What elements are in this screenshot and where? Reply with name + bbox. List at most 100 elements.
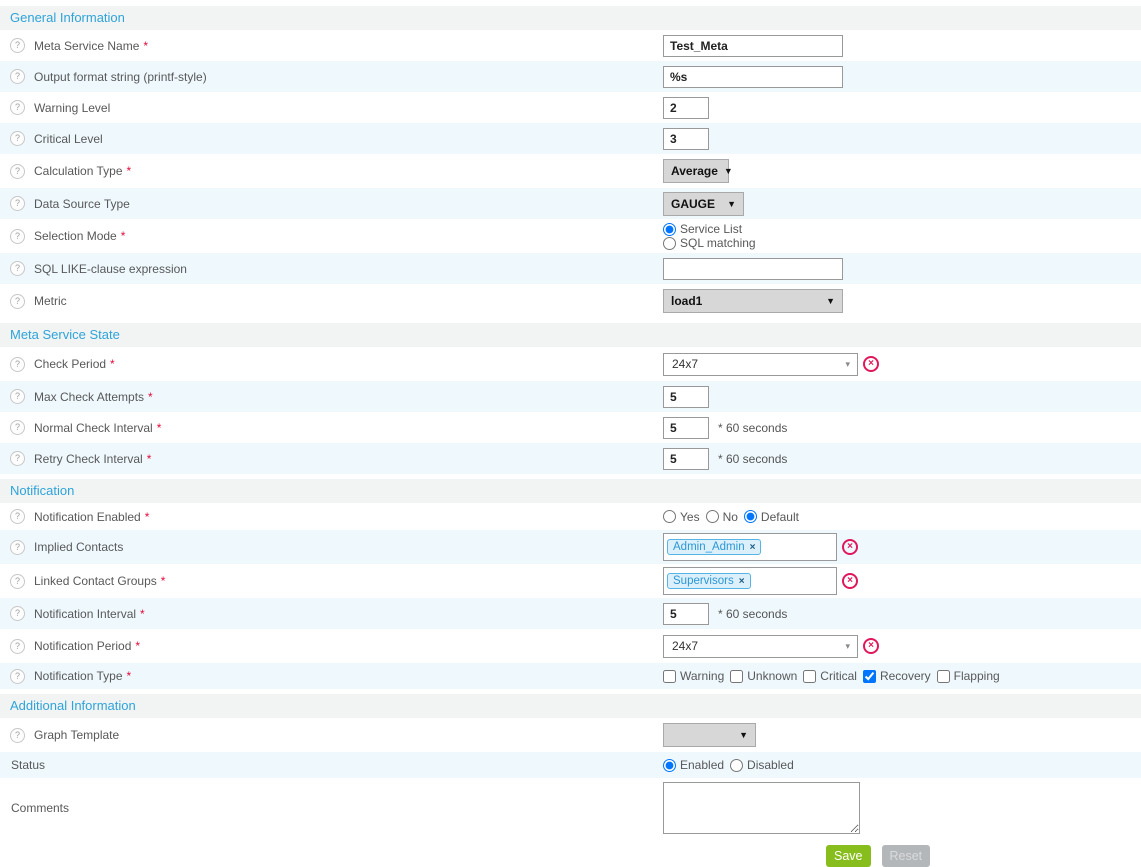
notification-period-select[interactable]: 24x7 ▾ <box>663 634 858 658</box>
chip-remove-icon[interactable]: × <box>749 541 756 553</box>
notification-interval-input[interactable] <box>663 602 709 625</box>
selected-value: Average <box>671 164 718 178</box>
row-notification-period: ? Notification Period * 24x7 ▾ × <box>0 629 1141 663</box>
check-period-select[interactable]: 24x7 ▾ <box>663 352 858 376</box>
field-label: Linked Contact Groups <box>34 574 157 588</box>
implied-contacts-input[interactable]: Admin_Admin × <box>663 533 837 561</box>
help-icon[interactable]: ? <box>10 293 25 309</box>
warning-level-input[interactable] <box>663 96 709 119</box>
row-metric: ? Metric load1 ▼ <box>0 284 1141 318</box>
selected-value: GAUGE <box>671 196 716 211</box>
help-icon[interactable]: ? <box>10 606 25 621</box>
warning-checkbox[interactable] <box>663 669 676 683</box>
checkbox-critical[interactable]: Critical <box>803 669 857 683</box>
row-max-check-attempts: ? Max Check Attempts * <box>0 381 1141 412</box>
metric-select[interactable]: load1 ▼ <box>663 289 843 313</box>
radio-yes[interactable]: Yes <box>663 510 700 524</box>
radio-default[interactable]: Default <box>743 510 799 524</box>
help-icon[interactable]: ? <box>10 451 25 466</box>
field-label: Notification Enabled <box>34 509 141 524</box>
help-icon[interactable]: ? <box>10 509 25 524</box>
clear-implied-contacts-icon[interactable]: × <box>842 539 858 555</box>
caret-down-icon: ▾ <box>845 640 850 651</box>
radio-disabled[interactable]: Disabled <box>730 758 794 772</box>
seconds-suffix: * 60 seconds <box>718 606 788 621</box>
enabled-radio[interactable] <box>663 758 676 772</box>
clear-check-period-icon[interactable]: × <box>863 356 879 372</box>
help-icon[interactable]: ? <box>10 38 25 53</box>
help-icon[interactable]: ? <box>10 100 25 115</box>
meta-service-name-input[interactable] <box>663 34 843 57</box>
critical-checkbox[interactable] <box>803 669 817 683</box>
flapping-checkbox[interactable] <box>936 669 950 683</box>
help-icon[interactable]: ? <box>10 228 25 244</box>
contact-group-tag: Supervisors × <box>667 573 751 589</box>
clear-contact-groups-icon[interactable]: × <box>842 573 858 589</box>
sql-matching-radio[interactable] <box>663 236 676 250</box>
checkbox-unknown[interactable]: Unknown <box>730 669 797 683</box>
radio-sql-matching[interactable]: SQL matching <box>663 236 756 250</box>
row-retry-check-interval: ? Retry Check Interval * * 60 seconds <box>0 443 1141 474</box>
unknown-checkbox[interactable] <box>730 669 744 683</box>
help-icon[interactable]: ? <box>10 163 25 179</box>
radio-service-list[interactable]: Service List <box>663 222 742 236</box>
help-icon[interactable]: ? <box>10 668 25 684</box>
help-icon[interactable]: ? <box>10 261 25 276</box>
required-marker: * <box>156 420 162 435</box>
caret-down-icon: ▾ <box>845 358 850 369</box>
required-marker: * <box>110 357 115 371</box>
no-radio[interactable] <box>705 510 719 523</box>
sql-like-input[interactable] <box>663 257 843 280</box>
help-icon[interactable]: ? <box>10 69 25 84</box>
data-source-type-select[interactable]: GAUGE ▼ <box>663 191 744 216</box>
row-warning-level: ? Warning Level <box>0 92 1141 123</box>
help-icon[interactable]: ? <box>10 420 25 435</box>
section-header-notification: Notification <box>0 479 1141 503</box>
recovery-checkbox[interactable] <box>862 669 876 683</box>
help-icon[interactable]: ? <box>10 389 25 404</box>
checkbox-flapping[interactable]: Flapping <box>936 669 1000 683</box>
field-label: Metric <box>34 294 67 308</box>
service-list-radio[interactable] <box>663 222 676 236</box>
row-output-format: ? Output format string (printf-style) <box>0 61 1141 92</box>
help-icon[interactable]: ? <box>10 638 25 654</box>
save-button[interactable]: Save <box>826 845 871 867</box>
retry-check-interval-input[interactable] <box>663 447 709 470</box>
row-calculation-type: ? Calculation Type * Average ▼ <box>0 154 1141 188</box>
radio-no[interactable]: No <box>705 510 738 524</box>
selected-value: load1 <box>671 294 703 308</box>
field-label: Normal Check Interval <box>34 420 153 435</box>
field-label: Notification Period <box>34 639 132 653</box>
checkbox-warning[interactable]: Warning <box>663 669 724 683</box>
selected-value: 24x7 <box>672 357 699 371</box>
chip-remove-icon[interactable]: × <box>738 575 745 587</box>
linked-contact-groups-input[interactable]: Supervisors × <box>663 567 837 595</box>
max-check-attempts-input[interactable] <box>663 385 709 408</box>
help-icon[interactable]: ? <box>10 356 25 372</box>
help-icon[interactable]: ? <box>10 196 25 211</box>
comments-textarea[interactable] <box>663 782 860 834</box>
field-label: Output format string (printf-style) <box>34 69 207 84</box>
help-icon[interactable]: ? <box>10 573 25 589</box>
clear-notification-period-icon[interactable]: × <box>863 638 879 654</box>
normal-check-interval-input[interactable] <box>663 416 709 439</box>
field-label: Notification Type <box>34 669 123 683</box>
field-label: Meta Service Name <box>34 38 140 53</box>
row-notification-enabled: ? Notification Enabled * Yes No Default <box>0 503 1141 530</box>
help-icon[interactable]: ? <box>10 131 25 146</box>
radio-enabled[interactable]: Enabled <box>663 758 724 772</box>
row-implied-contacts: ? Implied Contacts Admin_Admin × × <box>0 530 1141 564</box>
output-format-input[interactable] <box>663 65 843 88</box>
required-marker: * <box>148 389 153 404</box>
help-icon[interactable]: ? <box>10 727 25 743</box>
checkbox-recovery[interactable]: Recovery <box>862 669 931 683</box>
help-icon[interactable]: ? <box>10 539 25 555</box>
calculation-type-select[interactable]: Average ▼ <box>663 159 733 183</box>
reset-button[interactable]: Reset <box>881 845 931 867</box>
row-status: Status Enabled Disabled <box>0 752 1141 778</box>
disabled-radio[interactable] <box>730 758 744 772</box>
graph-template-select[interactable]: ▼ <box>663 723 756 747</box>
yes-radio[interactable] <box>663 510 676 523</box>
critical-level-input[interactable] <box>663 127 709 150</box>
default-radio[interactable] <box>743 510 757 523</box>
